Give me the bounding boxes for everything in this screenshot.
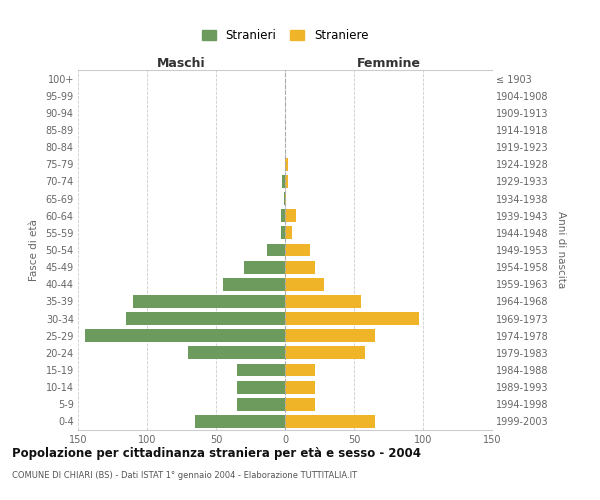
Bar <box>196 415 285 428</box>
Bar <box>244 260 285 274</box>
Bar <box>284 192 285 205</box>
Bar <box>267 244 285 256</box>
Text: Femmine: Femmine <box>356 57 421 70</box>
Bar <box>282 175 285 188</box>
Legend: Stranieri, Straniere: Stranieri, Straniere <box>198 26 372 46</box>
Bar <box>127 312 285 325</box>
Bar <box>285 260 316 274</box>
Bar <box>285 330 374 342</box>
Y-axis label: Fasce di età: Fasce di età <box>29 219 38 281</box>
Bar <box>236 398 285 410</box>
Bar <box>285 244 310 256</box>
Bar <box>285 192 286 205</box>
Bar <box>133 295 285 308</box>
Bar <box>188 346 285 360</box>
Text: Maschi: Maschi <box>157 57 206 70</box>
Bar <box>285 398 316 410</box>
Bar <box>223 278 285 290</box>
Text: Popolazione per cittadinanza straniera per età e sesso - 2004: Popolazione per cittadinanza straniera p… <box>12 448 421 460</box>
Bar <box>285 210 296 222</box>
Bar <box>285 158 288 170</box>
Bar <box>285 175 288 188</box>
Y-axis label: Anni di nascita: Anni di nascita <box>556 212 566 288</box>
Bar <box>236 364 285 376</box>
Bar <box>281 210 285 222</box>
Text: COMUNE DI CHIARI (BS) - Dati ISTAT 1° gennaio 2004 - Elaborazione TUTTITALIA.IT: COMUNE DI CHIARI (BS) - Dati ISTAT 1° ge… <box>12 470 357 480</box>
Bar <box>285 346 365 360</box>
Bar <box>285 380 316 394</box>
Bar <box>85 330 285 342</box>
Bar <box>285 278 323 290</box>
Bar <box>285 226 292 239</box>
Bar <box>281 226 285 239</box>
Bar <box>285 312 419 325</box>
Bar <box>285 415 374 428</box>
Bar <box>285 295 361 308</box>
Bar <box>236 380 285 394</box>
Bar <box>285 364 316 376</box>
